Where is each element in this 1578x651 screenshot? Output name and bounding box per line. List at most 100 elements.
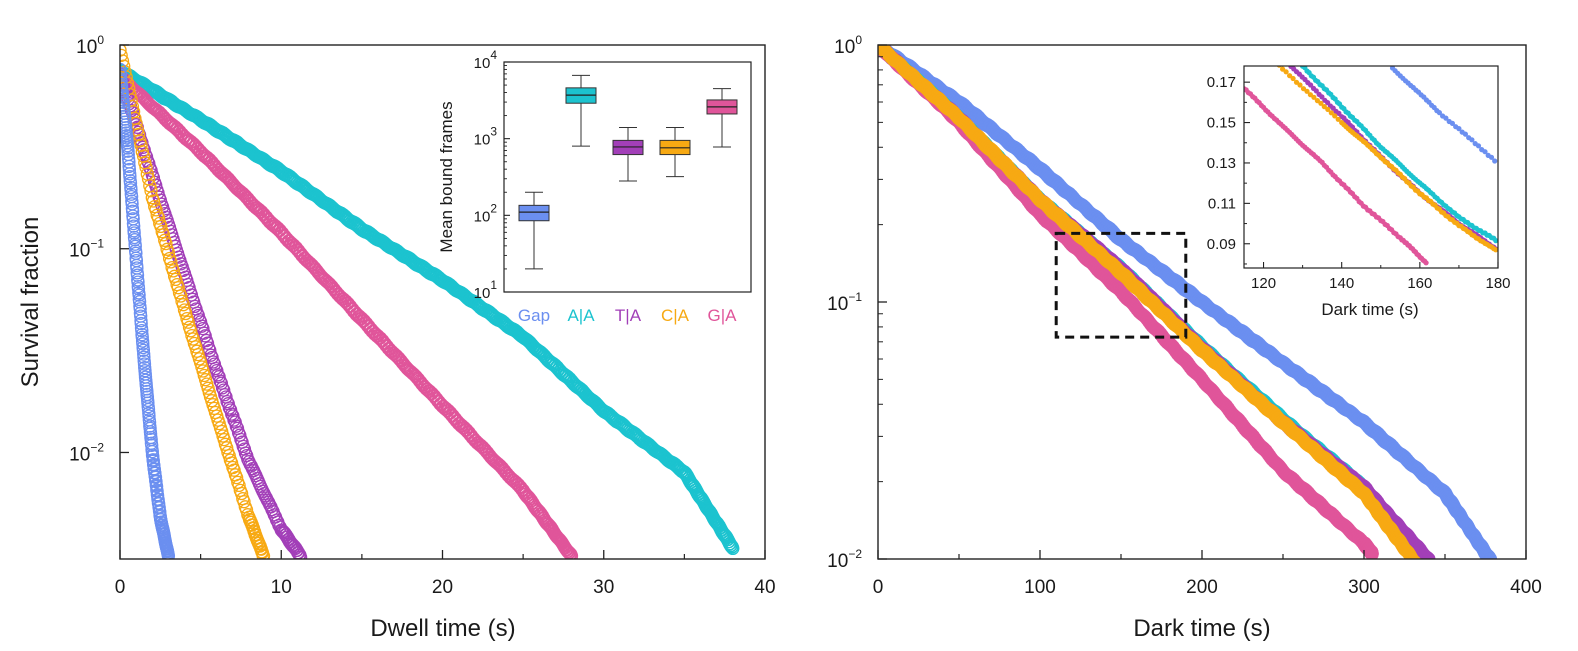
dwell-x-tick-label: 20 <box>432 577 453 598</box>
dwell-point <box>143 421 157 435</box>
dwell-point <box>154 219 168 234</box>
box-Gap <box>518 191 550 270</box>
dwell-point <box>146 194 161 208</box>
dwell-point <box>134 316 148 331</box>
dwell-series-AA <box>120 63 740 556</box>
dwell-point <box>120 45 127 57</box>
dark-series-CA <box>878 45 1422 559</box>
dark-end-marker <box>1365 546 1379 559</box>
dwell-point <box>198 329 212 343</box>
dwell-point <box>211 368 225 382</box>
inset-y-tick-label: 102 <box>474 201 498 225</box>
inset-frame <box>503 61 752 293</box>
dwell-point <box>149 475 163 489</box>
dwell-x-tick-label: 30 <box>593 577 614 598</box>
dwell-point <box>181 315 195 329</box>
dwell-series-CA <box>120 45 271 559</box>
dwell-point <box>232 478 246 493</box>
dwell-series-TA <box>120 67 308 559</box>
dwell-point <box>151 211 166 225</box>
dwell-point <box>217 432 231 447</box>
box-GA <box>706 88 738 148</box>
inset-category-label: G|A <box>708 306 738 325</box>
dwell-point <box>123 169 137 184</box>
dwell-series-layer <box>120 45 740 559</box>
dwell-point <box>229 419 243 433</box>
inset-y-axis-title: Mean bound frames <box>437 101 456 252</box>
box-AA <box>565 74 597 147</box>
dwell-point <box>137 350 151 364</box>
dwell-x-tick-label: 40 <box>754 577 775 598</box>
dwell-point <box>213 374 227 388</box>
dwell-point <box>234 486 249 501</box>
dwell-x-tick-label: 0 <box>115 577 126 598</box>
dwell-y-tick-label: 10−1 <box>69 237 104 262</box>
inset-y-tick-label: 104 <box>474 48 498 72</box>
dwell-point <box>179 306 193 321</box>
dwell-point <box>161 549 176 559</box>
dwell-point <box>137 357 152 371</box>
dwell-point <box>132 288 146 302</box>
dwell-axes-layer: 0 10 20 30 40 100 10−1 10−2 <box>69 33 775 598</box>
dwell-point <box>206 355 220 369</box>
dwell-point <box>148 470 163 484</box>
dwell-point <box>215 381 230 395</box>
dwell-point <box>144 184 158 198</box>
dwell-point <box>141 402 156 417</box>
dwell-y-axis-title: Survival fraction <box>17 217 44 388</box>
dark-end-marker <box>1410 556 1421 559</box>
dark-series-GA <box>878 45 1379 559</box>
dark-x-tick-label: 400 <box>1510 577 1542 598</box>
dwell-point <box>564 549 579 559</box>
dwell-point <box>208 361 223 376</box>
dwell-point <box>136 337 150 351</box>
dwell-point <box>726 541 740 556</box>
dwell-point <box>141 396 155 410</box>
box-TA <box>612 126 644 182</box>
dwell-point <box>169 272 183 287</box>
dwell-point <box>227 413 241 427</box>
dwell-point <box>166 264 180 278</box>
bound-frames-inset: 104 103 102 101 Gap A|A T|A C|A G|A Mean bound f… <box>437 48 752 325</box>
inset-category-label: T|A <box>615 306 642 325</box>
dwell-series-GA <box>120 70 579 559</box>
dwell-point <box>184 324 198 338</box>
inset-category-label: Gap <box>518 306 550 325</box>
dark-x-tick-label: 100 <box>1024 577 1056 598</box>
dwell-point <box>222 401 237 415</box>
dwell-point <box>145 444 159 459</box>
dwell-point <box>149 203 163 217</box>
dwell-point <box>131 282 146 296</box>
dwell-point <box>136 343 151 357</box>
inset-y-tick-label: 103 <box>474 125 498 149</box>
inset-axes-layer: 104 103 102 101 Gap A|A T|A C|A G|A <box>474 48 738 325</box>
box-body <box>518 204 550 222</box>
dwell-series-Gap <box>120 62 176 559</box>
dark-x-tick-label: 300 <box>1348 577 1380 598</box>
dwell-x-tick-label: 10 <box>271 577 292 598</box>
dark-x-tick-label: 0 <box>873 577 884 598</box>
inset-category-label: A|A <box>567 306 595 325</box>
dwell-point <box>131 275 145 289</box>
dark-end-marker <box>1422 553 1436 559</box>
dwell-point <box>161 246 176 260</box>
dwell-point <box>135 323 149 338</box>
dwell-y-tick-label: 10−2 <box>69 440 104 465</box>
dwell-point <box>171 281 185 295</box>
dwell-point <box>120 74 128 88</box>
dwell-y-tick-label: 100 <box>76 33 104 58</box>
dwell-point <box>156 228 171 242</box>
dark-x-tick-label: 200 <box>1186 577 1218 598</box>
inset-category-label: C|A <box>661 306 690 325</box>
dwell-x-axis-title: Dwell time (s) <box>370 615 515 642</box>
dwell-point <box>174 289 188 303</box>
dwell-point <box>220 394 234 409</box>
inset-y-tick-label: 101 <box>474 278 498 302</box>
dwell-point <box>123 176 138 190</box>
dwell-point <box>145 438 159 452</box>
dwell-point <box>256 549 271 559</box>
dwell-point <box>164 255 178 269</box>
dwell-point <box>121 144 135 158</box>
